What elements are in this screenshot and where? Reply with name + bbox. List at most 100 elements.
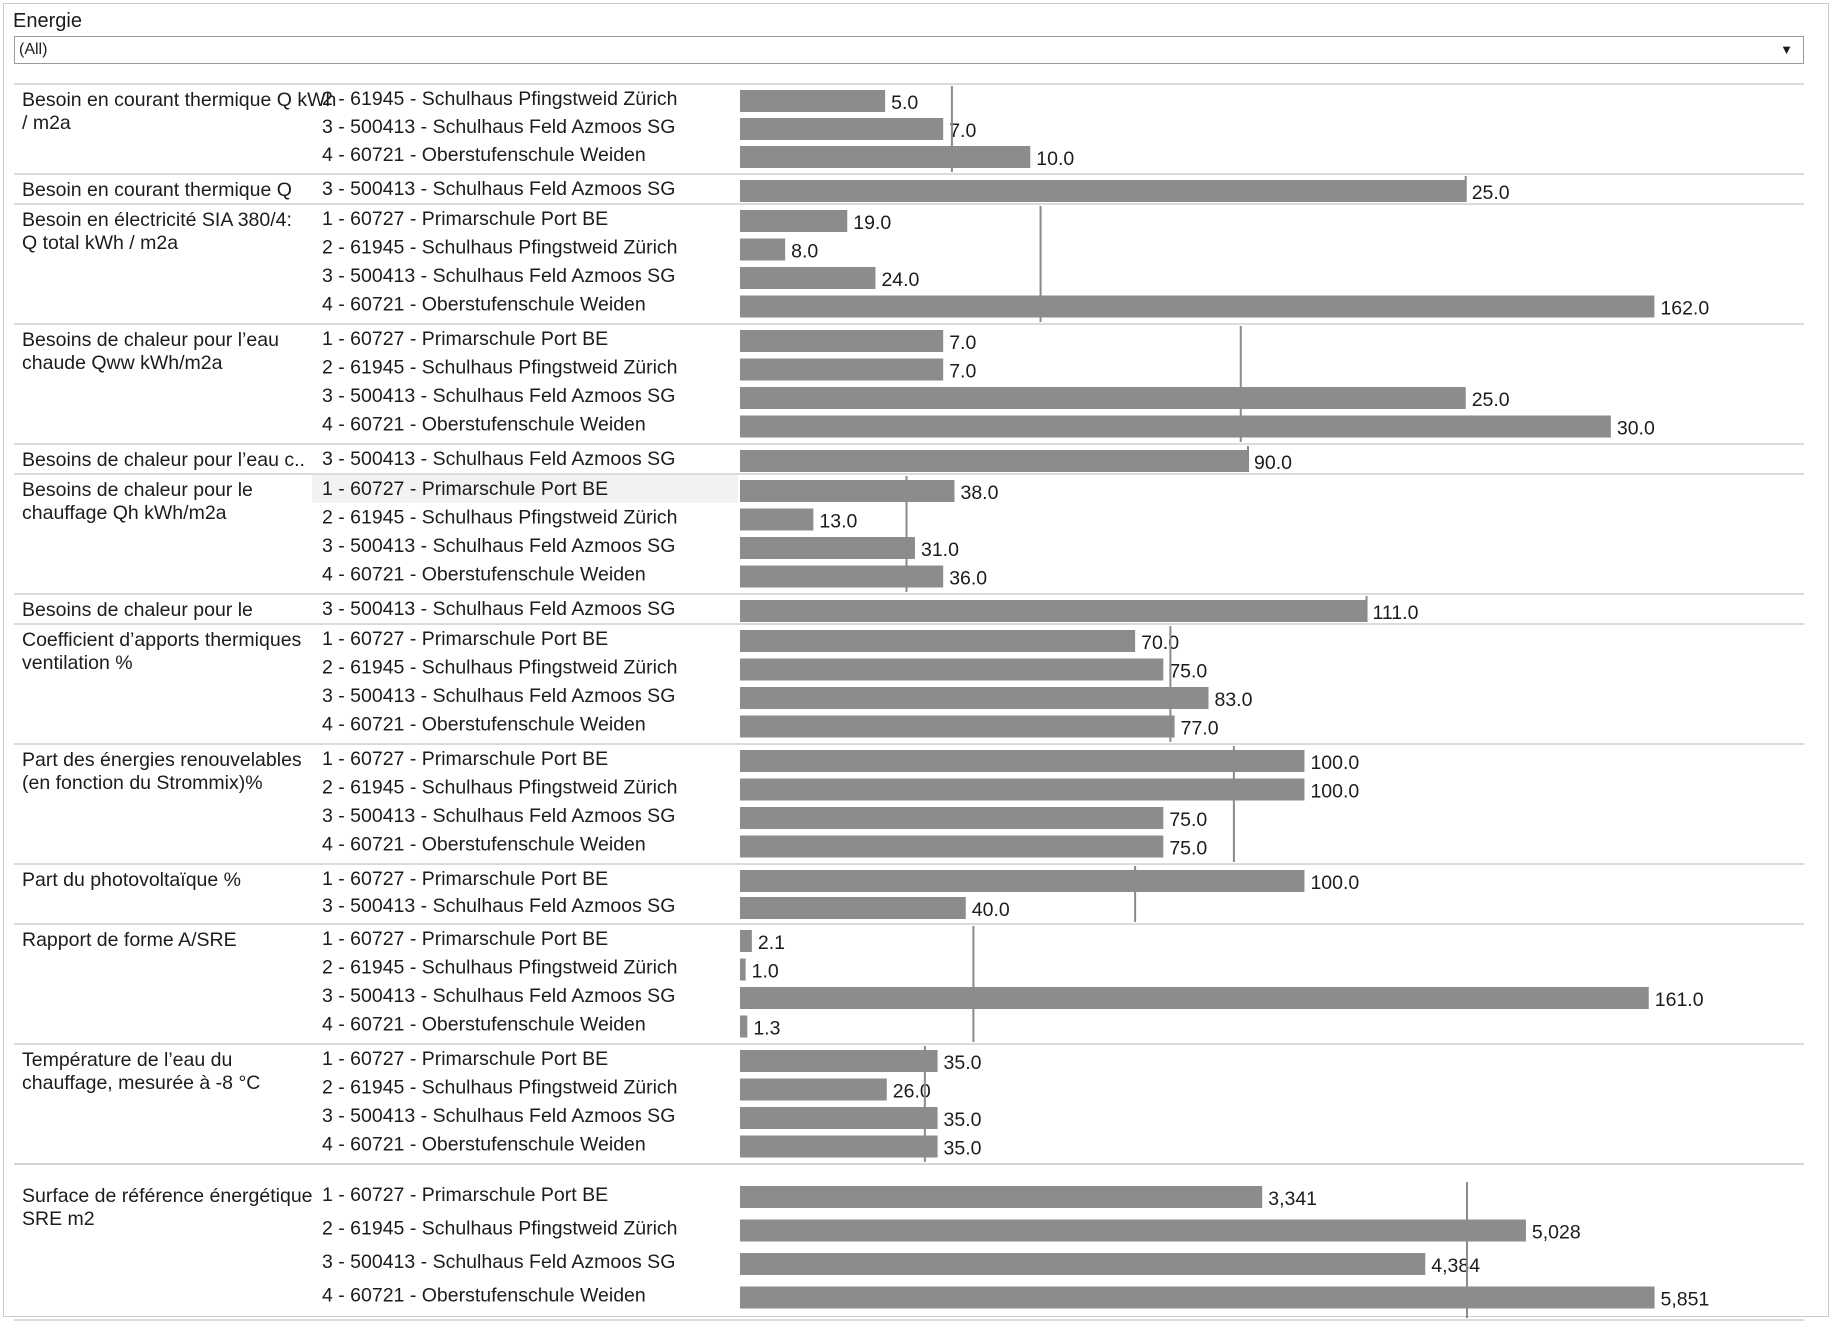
row-label: 2 - 61945 - Schulhaus Pfingstweid Zürich	[322, 957, 678, 979]
bar[interactable]	[740, 1015, 748, 1038]
metric-label: Part du photovoltaïque %	[22, 869, 241, 891]
bar[interactable]	[740, 508, 814, 531]
row-label: 4 - 60721 - Oberstufenschule Weiden	[322, 1285, 646, 1307]
bar[interactable]	[740, 807, 1164, 829]
row-label: 4 - 60721 - Oberstufenschule Weiden	[322, 294, 646, 316]
energie-filter-select[interactable]: (All) ▼	[14, 36, 1804, 64]
data-label: 35.0	[944, 1052, 982, 1074]
row-label: 4 - 60721 - Oberstufenschule Weiden	[322, 414, 646, 436]
row-label: 2 - 61945 - Schulhaus Pfingstweid Zürich	[322, 357, 678, 379]
bar[interactable]	[740, 1186, 1263, 1208]
bar[interactable]	[740, 118, 944, 140]
bar[interactable]	[740, 778, 1305, 801]
row-label: 3 - 500413 - Schulhaus Feld Azmoos SG	[322, 1251, 675, 1273]
bar[interactable]	[740, 750, 1305, 772]
filter-value: (All)	[19, 41, 48, 58]
bar[interactable]	[740, 387, 1466, 409]
row-label: 4 - 60721 - Oberstufenschule Weiden	[322, 564, 646, 586]
data-label: 100.0	[1310, 781, 1359, 803]
data-label: 40.0	[972, 899, 1010, 921]
data-label: 26.0	[893, 1081, 931, 1103]
bar[interactable]	[740, 210, 848, 232]
data-label: 35.0	[944, 1138, 982, 1160]
bar[interactable]	[740, 1078, 887, 1101]
data-label: 4,384	[1431, 1255, 1480, 1277]
data-label: 111.0	[1373, 602, 1419, 624]
data-label: 100.0	[1310, 752, 1359, 774]
bar[interactable]	[740, 870, 1305, 892]
row-label: 1 - 60727 - Primarschule Port BE	[322, 1184, 608, 1206]
bar[interactable]	[740, 1050, 938, 1072]
bar[interactable]	[740, 565, 944, 588]
row-label: 1 - 60727 - Primarschule Port BE	[322, 628, 608, 650]
bar[interactable]	[740, 600, 1367, 622]
row-label: 2 - 61945 - Schulhaus Pfingstweid Zürich	[322, 777, 678, 799]
data-label: 25.0	[1472, 389, 1510, 411]
row-label: 1 - 60727 - Primarschule Port BE	[322, 748, 608, 770]
bar[interactable]	[740, 715, 1175, 738]
metric-label: Part des énergies renouvelables (en fonct…	[22, 749, 302, 794]
row-label: 2 - 61945 - Schulhaus Pfingstweid Zürich	[322, 88, 678, 110]
metric-label: Besoins de chaleur pour le	[22, 599, 253, 621]
row-label: 2 - 61945 - Schulhaus Pfingstweid Zürich	[322, 1077, 678, 1099]
data-label: 35.0	[944, 1109, 982, 1131]
row-label: 3 - 500413 - Schulhaus Feld Azmoos SG	[322, 598, 675, 620]
data-label: 83.0	[1214, 689, 1252, 711]
bar[interactable]	[740, 1219, 1526, 1242]
bar[interactable]	[740, 450, 1248, 472]
row-label: 3 - 500413 - Schulhaus Feld Azmoos SG	[322, 385, 675, 407]
bar[interactable]	[740, 987, 1649, 1009]
bar[interactable]	[740, 267, 876, 289]
bar[interactable]	[740, 930, 752, 952]
data-label: 2.1	[758, 932, 785, 954]
data-label: 7.0	[949, 332, 976, 354]
bar[interactable]	[740, 415, 1611, 438]
bar[interactable]	[740, 330, 944, 352]
bar[interactable]	[740, 180, 1466, 202]
data-label: 7.0	[949, 120, 976, 142]
bar[interactable]	[740, 146, 1031, 168]
metric-label: Coefficient d’apports thermiques ventilat…	[22, 629, 302, 674]
data-label: 24.0	[881, 269, 919, 291]
bar[interactable]	[740, 897, 966, 919]
bar[interactable]	[740, 537, 915, 559]
bar[interactable]	[740, 630, 1136, 652]
data-label: 5.0	[891, 92, 918, 114]
data-label: 8.0	[791, 241, 818, 263]
row-label: 3 - 500413 - Schulhaus Feld Azmoos SG	[322, 116, 675, 138]
data-label: 1.0	[752, 961, 779, 983]
metric-label: Besoins de chaleur pour le chauffage Qh k…	[22, 479, 253, 524]
data-label: 100.0	[1310, 872, 1359, 894]
metric-label: Besoin en électricité SIA 380/4: Q total …	[22, 209, 292, 254]
row-label: 3 - 500413 - Schulhaus Feld Azmoos SG	[322, 1105, 675, 1127]
bar[interactable]	[740, 1107, 938, 1129]
bar[interactable]	[740, 358, 944, 381]
data-label: 19.0	[853, 212, 891, 234]
row-label: 3 - 500413 - Schulhaus Feld Azmoos SG	[322, 265, 675, 287]
data-label: 1.3	[753, 1018, 780, 1040]
bar[interactable]	[740, 1253, 1426, 1275]
bar[interactable]	[740, 958, 746, 981]
metric-label: Besoin en courant thermique Q kWh / m2a	[22, 89, 336, 134]
data-label: 25.0	[1472, 182, 1510, 204]
bar[interactable]	[740, 658, 1164, 681]
bar[interactable]	[740, 835, 1164, 858]
metric-label: Besoins de chaleur pour l’eau c..	[22, 449, 305, 471]
bar[interactable]	[740, 480, 955, 502]
bar[interactable]	[740, 687, 1209, 709]
row-label: 3 - 500413 - Schulhaus Feld Azmoos SG	[322, 685, 675, 707]
data-label: 77.0	[1181, 718, 1219, 740]
bar[interactable]	[740, 1135, 938, 1158]
data-label: 90.0	[1254, 452, 1292, 474]
data-label: 162.0	[1660, 298, 1709, 320]
row-label: 3 - 500413 - Schulhaus Feld Azmoos SG	[322, 178, 675, 200]
bar[interactable]	[740, 295, 1655, 318]
bar[interactable]	[740, 1286, 1655, 1309]
row-label: 2 - 61945 - Schulhaus Pfingstweid Zürich	[322, 1218, 678, 1240]
dropdown-arrow-icon[interactable]: ▼	[1780, 42, 1793, 57]
bar[interactable]	[740, 90, 886, 112]
row-label: 4 - 60721 - Oberstufenschule Weiden	[322, 714, 646, 736]
metric-label: Rapport de forme A/SRE	[22, 929, 237, 951]
bar[interactable]	[740, 238, 786, 261]
